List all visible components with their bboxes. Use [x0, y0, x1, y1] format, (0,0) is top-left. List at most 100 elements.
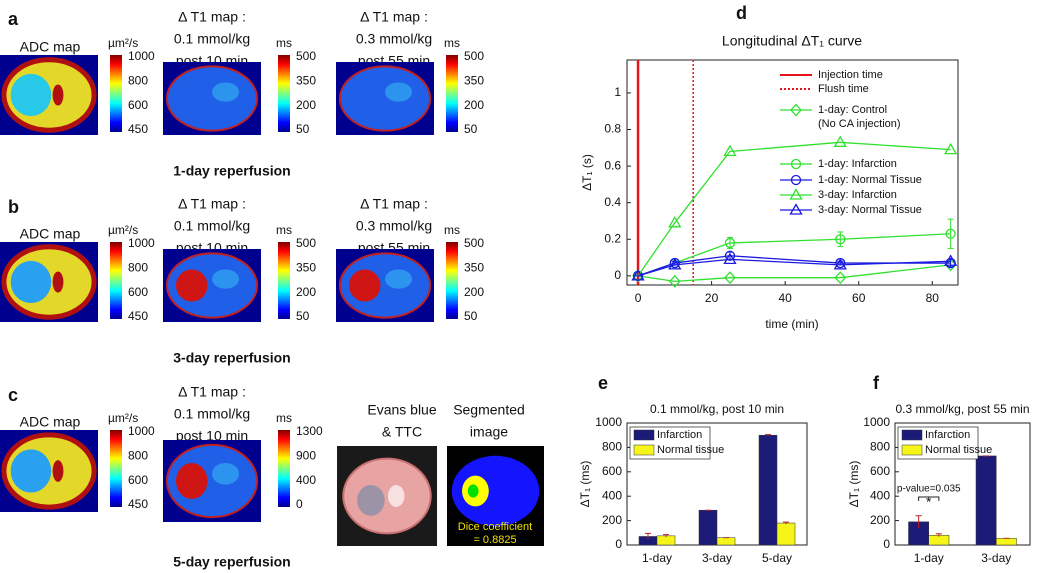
- map-title: 0.1 mmol/kg: [174, 406, 250, 422]
- colorbar-tick-label: 50: [296, 122, 310, 136]
- map-title: image: [470, 424, 508, 440]
- marker: [724, 250, 736, 261]
- marker: [945, 228, 956, 239]
- map-title: post 10 min: [176, 428, 248, 444]
- brain-image: [337, 446, 437, 546]
- error-bar: [947, 218, 954, 249]
- colorbar-unit: ms: [276, 223, 292, 237]
- error-bar: [765, 434, 771, 436]
- chart-title: Longitudinal ΔT₁ curve: [722, 33, 862, 49]
- colorbar: [110, 55, 122, 132]
- colorbar-tick-label: 200: [464, 285, 484, 299]
- colorbar: [446, 55, 458, 132]
- legend-label: Normal tissue: [657, 444, 724, 456]
- map-title: Δ T1 map :: [178, 384, 246, 400]
- panel-label: d: [736, 3, 747, 23]
- colorbar-tick-label: 1300: [296, 424, 323, 438]
- bar: [776, 522, 796, 546]
- legend-label: Infarction: [925, 429, 970, 441]
- brain-image: [163, 440, 261, 522]
- legend-label: 3-day: Normal Tissue: [818, 204, 922, 216]
- colorbar-tick-label: 1000: [128, 49, 155, 63]
- legend-label: Normal tissue: [925, 444, 992, 456]
- annotation: p-value=0.035: [897, 484, 961, 495]
- bar: [656, 535, 676, 546]
- y-tick-label: 0.8: [604, 122, 621, 136]
- colorbar: [110, 430, 122, 507]
- brain-image: [0, 242, 98, 322]
- tissue: [165, 252, 259, 319]
- speckle: [212, 82, 240, 102]
- stain: [357, 485, 385, 516]
- colorbar-tick-label: 50: [296, 309, 310, 323]
- colorbar: [278, 430, 290, 507]
- panel-caption: 1-day reperfusion: [173, 163, 290, 179]
- marker: [723, 252, 737, 265]
- marker: [834, 271, 847, 285]
- legend-label: 1-day: Normal Tissue: [818, 174, 922, 186]
- marker: [789, 188, 803, 200]
- colorbar-tick-label: 800: [128, 449, 148, 463]
- colorbar-tick-label: 200: [464, 98, 484, 112]
- map-title: ADC map: [20, 226, 81, 242]
- brain-image: [163, 62, 261, 135]
- colorbar-tick-label: 350: [296, 261, 316, 275]
- colorbar-unit: ms: [276, 411, 292, 425]
- series-line: [637, 141, 951, 277]
- colorbar-tick-label: 50: [464, 122, 478, 136]
- colorbar-tick-label: 800: [128, 74, 148, 88]
- colorbar-tick-label: 50: [464, 309, 478, 323]
- y-tick-label: 0: [614, 268, 621, 282]
- legend-entry: 1-day: Infarction: [780, 158, 897, 170]
- significance-bracket: [918, 496, 940, 501]
- speckle: [212, 269, 240, 289]
- map-title: Segmented: [453, 402, 525, 418]
- region: [10, 260, 52, 304]
- y-tick-label: 400: [870, 488, 890, 502]
- x-tick-label: 0: [635, 291, 642, 305]
- legend-entry: Flush time: [780, 83, 869, 95]
- colorbar: [278, 242, 290, 319]
- marker: [835, 234, 846, 245]
- lesion: [348, 269, 381, 302]
- marker: [789, 203, 803, 215]
- error-bar: [915, 515, 922, 528]
- chart-title: 0.1 mmol/kg, post 10 min: [650, 402, 784, 416]
- colorbar: [278, 55, 290, 132]
- legend-entry: Injection time: [780, 69, 883, 81]
- ventricle: [52, 271, 64, 293]
- map-title: ADC map: [20, 414, 81, 430]
- x-tick-label: 3-day: [981, 551, 1011, 565]
- map-title: ADC map: [20, 39, 81, 55]
- chart-title: 0.3 mmol/kg, post 55 min: [895, 402, 1029, 416]
- marker: [790, 158, 802, 170]
- legend-entry: 1-day: Normal Tissue: [780, 174, 922, 186]
- panel-caption: 5-day reperfusion: [173, 554, 290, 570]
- series-line: [637, 258, 951, 277]
- y-tick-label: 200: [870, 513, 890, 527]
- tissue: [165, 443, 259, 519]
- annotation: *: [926, 494, 932, 510]
- map-title: Δ T1 map :: [178, 196, 246, 212]
- y-axis-label: ΔT₁ (ms): [578, 461, 592, 508]
- colorbar-tick-label: 400: [296, 473, 316, 487]
- legend-swatch: [901, 444, 923, 456]
- y-tick-label: 0.6: [604, 158, 621, 172]
- speckle: [385, 82, 413, 102]
- colorbar-tick-label: 600: [128, 98, 148, 112]
- colorbar-tick-label: 350: [464, 261, 484, 275]
- bar: [996, 538, 1017, 546]
- legend-label: 3-day: Infarction: [818, 189, 897, 201]
- y-tick-label: 800: [602, 440, 622, 454]
- map-title: 0.3 mmol/kg: [356, 218, 432, 234]
- colorbar-tick-label: 0: [296, 497, 303, 511]
- map-title: Δ T1 map :: [178, 9, 246, 25]
- legend-swatch: [633, 444, 655, 456]
- colorbar-tick-label: 600: [128, 473, 148, 487]
- error-bar: [783, 521, 789, 525]
- lesion: [175, 462, 208, 500]
- legend-entry: 1-day: Control (No CA injection): [780, 103, 901, 130]
- colorbar: [446, 242, 458, 319]
- marker: [724, 237, 736, 249]
